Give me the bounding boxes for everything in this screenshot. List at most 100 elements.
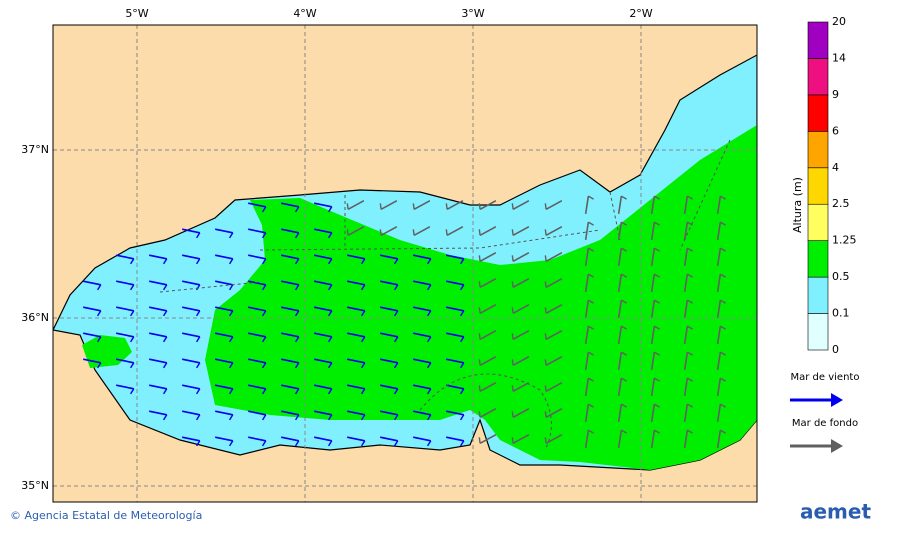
legend-label: Mar de viento: [791, 372, 860, 383]
colorbar-label: 1.25: [832, 234, 857, 247]
wave-arrow-barb: [719, 247, 726, 252]
wave-arrow-barb: [587, 351, 594, 356]
wave-arrow: [716, 325, 722, 345]
wave-arrow-barb: [653, 351, 660, 356]
wave-arrow-barb: [294, 232, 300, 239]
colorbar-label: 4: [832, 161, 839, 174]
wave-arrow: [215, 254, 233, 260]
wave-arrow: [650, 299, 656, 319]
wave-arrow-barb: [620, 221, 627, 226]
wave-arrow: [683, 247, 689, 267]
wave-arrow: [413, 410, 431, 416]
wave-arrow-barb: [653, 377, 660, 382]
wave-arrow-barb: [653, 299, 660, 304]
wave-arrow: [380, 358, 398, 364]
wave-arrow-barb: [412, 229, 415, 236]
wave-arrow: [182, 410, 200, 416]
wave-arrow: [314, 410, 332, 416]
wave-arrow-barb: [294, 440, 300, 447]
wave-arrow-barb: [587, 325, 594, 330]
wave-arrow: [479, 381, 497, 393]
wave-arrow-barb: [653, 247, 660, 252]
legend-arrowhead: [831, 393, 843, 407]
wave-arrow: [584, 325, 590, 345]
wave-arrow-barb: [96, 310, 102, 317]
wave-arrow-barb: [511, 411, 514, 418]
wave-arrow: [347, 225, 365, 237]
wave-arrow-barb: [360, 336, 366, 343]
colorbar-swatch: [807, 313, 829, 351]
wave-arrow-barb: [261, 388, 267, 395]
wave-arrow-barb: [261, 232, 267, 239]
wave-arrow-barb: [327, 232, 333, 239]
wave-arrow-barb: [686, 299, 693, 304]
wave-arrow-barb: [228, 440, 234, 447]
wave-arrow: [215, 228, 233, 234]
wave-arrow-barb: [478, 333, 481, 340]
wave-arrow-barb: [426, 284, 432, 291]
wave-arrow: [650, 429, 656, 449]
wave-arrow-barb: [587, 195, 594, 200]
wave-arrow: [281, 306, 299, 312]
lat-label: 36°N: [21, 311, 49, 324]
wave-arrow-barb: [719, 377, 726, 382]
wave-arrow: [215, 358, 233, 364]
wave-arrow-barb: [294, 284, 300, 291]
wave-arrow-barb: [294, 388, 300, 395]
wave-arrow-barb: [459, 362, 465, 369]
wave-arrow: [512, 355, 530, 367]
wave-arrow-barb: [544, 281, 547, 288]
wave-arrow: [650, 247, 656, 267]
wave-arrow: [281, 332, 299, 338]
wave-arrow-barb: [360, 388, 366, 395]
wave-arrow: [116, 280, 134, 286]
wave-arrow: [149, 332, 167, 338]
wave-arrow: [281, 436, 299, 442]
wave-arrow: [380, 199, 398, 211]
colorbar-swatch: [807, 203, 829, 241]
wave-arrow: [446, 410, 464, 416]
wave-arrow: [149, 358, 167, 364]
wave-arrow: [446, 225, 464, 237]
wave-arrow: [512, 199, 530, 211]
wave-arrow: [182, 254, 200, 260]
wave-arrow: [650, 273, 656, 293]
wave-arrow-barb: [228, 232, 234, 239]
wave-arrow-barb: [360, 258, 366, 265]
wave-arrow: [716, 403, 722, 423]
wave-arrow: [479, 407, 497, 419]
wave-arrow: [182, 384, 200, 390]
wave-arrow-barb: [459, 440, 465, 447]
wave-arrow-barb: [360, 440, 366, 447]
wave-arrow: [716, 299, 722, 319]
wave-arrow-barb: [620, 247, 627, 252]
wave-arrow-barb: [195, 414, 201, 421]
lon-label: 3°W: [461, 7, 484, 20]
wave-arrow-barb: [195, 440, 201, 447]
wave-arrow-barb: [426, 336, 432, 343]
colorbar-swatch: [807, 167, 829, 205]
wave-arrow-barb: [129, 284, 135, 291]
wave-arrow: [683, 351, 689, 371]
wave-arrow: [248, 306, 266, 312]
wave-arrow: [545, 381, 563, 393]
wave-arrow: [617, 377, 623, 397]
wave-arrow: [149, 306, 167, 312]
wave-arrow: [479, 251, 497, 263]
wave-arrow: [380, 410, 398, 416]
sea-moderate-waves: [205, 125, 757, 470]
wave-arrow-barb: [195, 362, 201, 369]
wave-arrow-barb: [261, 336, 267, 343]
wave-arrow-barb: [478, 411, 481, 418]
wave-arrow: [182, 228, 200, 234]
wave-arrow-barb: [620, 195, 627, 200]
wave-arrow: [380, 280, 398, 286]
wave-arrow-barb: [195, 336, 201, 343]
wave-arrow-barb: [478, 385, 481, 392]
wave-arrow: [512, 251, 530, 263]
wave-arrow: [479, 433, 497, 445]
wave-arrow: [512, 225, 530, 237]
wave-arrow-barb: [393, 336, 399, 343]
wave-arrow: [215, 332, 233, 338]
